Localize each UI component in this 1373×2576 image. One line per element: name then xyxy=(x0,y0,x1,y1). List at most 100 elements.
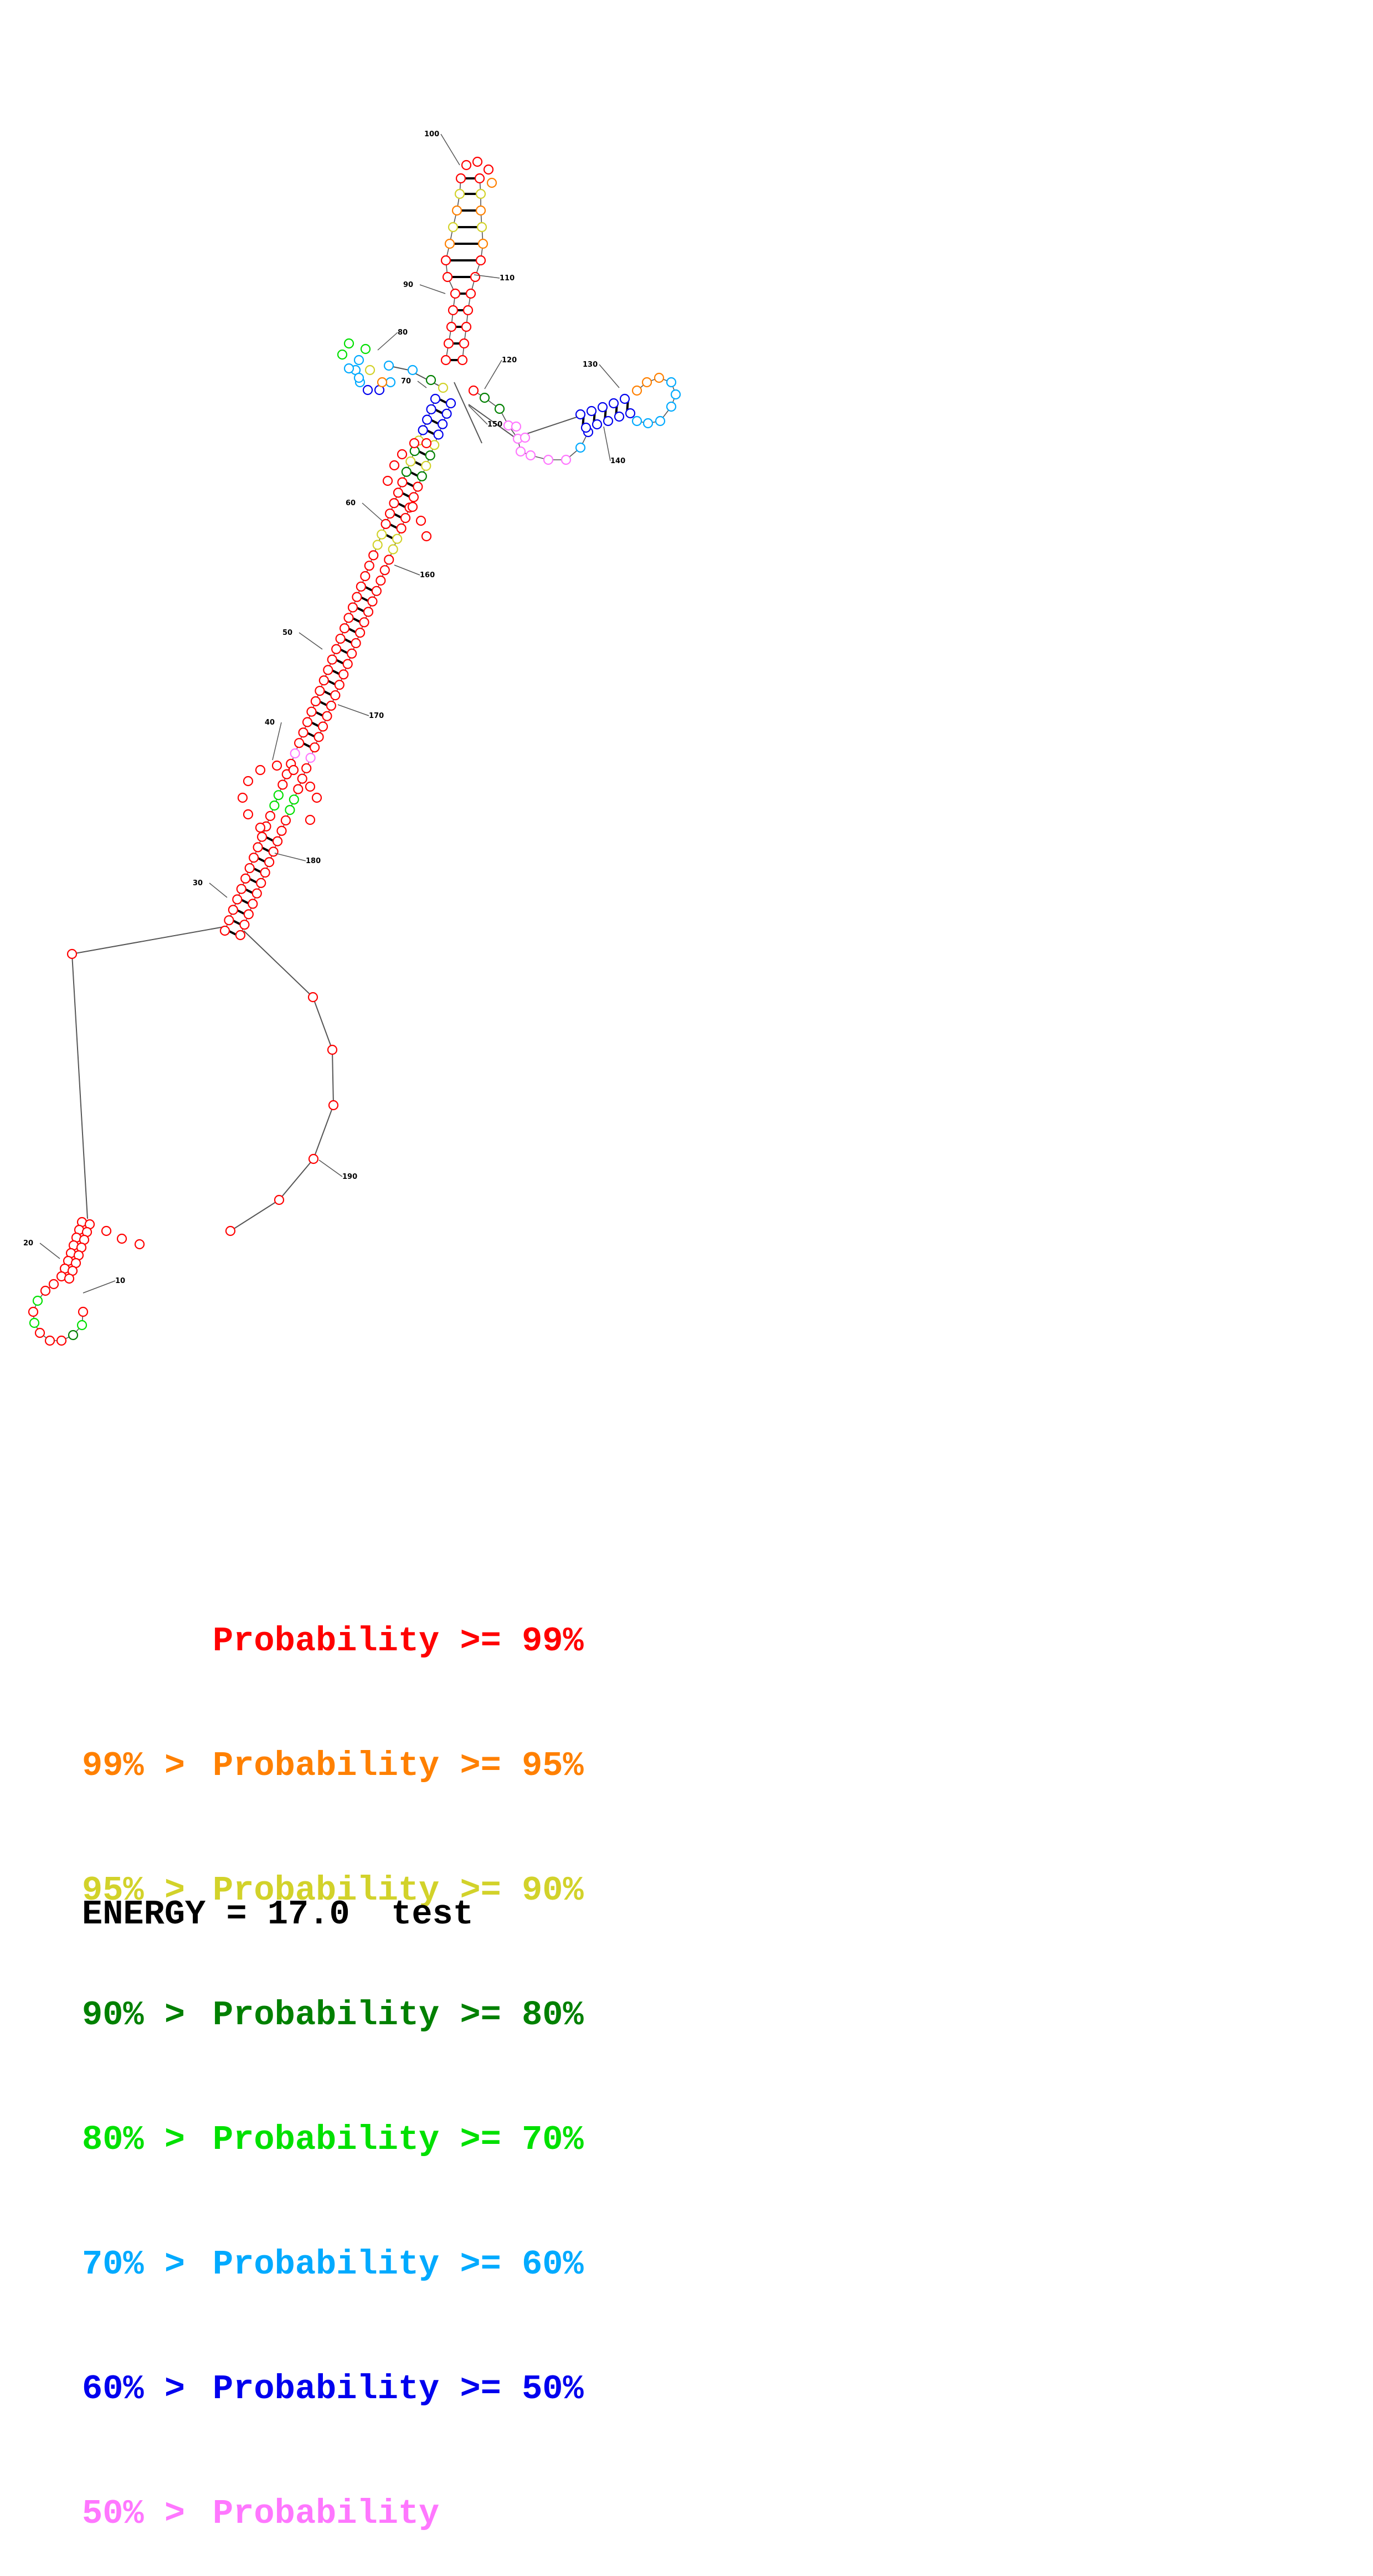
nucleotide-node xyxy=(377,529,387,540)
nucleotide-node xyxy=(64,1273,75,1284)
nucleotide-node xyxy=(619,393,630,404)
nucleotide-node xyxy=(322,711,332,721)
position-label: 80 xyxy=(398,329,408,337)
nucleotide-node xyxy=(426,404,436,414)
nucleotide-node xyxy=(276,825,287,836)
nucleotide-node xyxy=(475,205,486,216)
position-labels: 10 20 30 40 50 60 70 80 90 100 110 120 130 140 150 160 1… xyxy=(23,130,625,1294)
nucleotide-node xyxy=(409,438,420,449)
nucleotide-node xyxy=(363,607,374,617)
nucleotide-node xyxy=(421,531,432,542)
nucleotide-node xyxy=(248,899,258,909)
nucleotide-node xyxy=(560,454,572,465)
nucleotide-node xyxy=(383,360,394,371)
legend-row-plow: 50% > Probability xyxy=(82,2493,584,2534)
legend-label: Probability >= 50% xyxy=(213,2369,584,2409)
nucleotide-node xyxy=(376,575,386,586)
nucleotide-node xyxy=(367,596,378,607)
position-label: 120 xyxy=(502,356,517,365)
nucleotide-node xyxy=(515,446,526,457)
position-leader-line xyxy=(362,502,383,521)
nucleotide-node xyxy=(457,355,468,366)
position-leader-line xyxy=(468,405,488,425)
position-label: 30 xyxy=(193,879,203,887)
nucleotide-node xyxy=(235,930,246,941)
nucleotide-node xyxy=(444,238,455,249)
legend-prefix: 99% > xyxy=(82,1746,206,1785)
nucleotide-node xyxy=(441,408,452,419)
nucleotide-node xyxy=(78,1306,89,1317)
nucleotide-node xyxy=(219,925,230,936)
nucleotide-node xyxy=(397,477,408,488)
nucleotide-node xyxy=(382,475,393,486)
nucleotide-node xyxy=(459,338,470,349)
position-label: 70 xyxy=(401,377,411,386)
nucleotide-node xyxy=(631,415,642,427)
nucleotide-node xyxy=(271,760,282,771)
position-label: 150 xyxy=(487,420,502,429)
nucleotide-node xyxy=(318,675,329,686)
nucleotide-node xyxy=(337,349,348,360)
nucleotide-node xyxy=(29,1317,40,1328)
legend-row-p50: 60% > Probability >= 50% xyxy=(82,2368,584,2410)
nucleotide-node xyxy=(364,561,374,571)
position-leader-line xyxy=(419,284,446,294)
nucleotide-node xyxy=(285,805,295,815)
legend-row-p90: 95% > Probability >= 90% xyxy=(82,1870,584,1911)
position-label: 110 xyxy=(500,274,515,283)
legend-prefix: 50% > xyxy=(82,2494,206,2533)
nucleotide-node xyxy=(237,792,248,803)
nucleotide-node xyxy=(525,450,536,461)
nucleotide-node xyxy=(408,492,419,502)
legend-row-p60: 70% > Probability >= 60% xyxy=(82,2244,584,2285)
nucleotide-node xyxy=(389,498,399,509)
nucleotide-node xyxy=(330,690,341,701)
nucleotide-node xyxy=(338,669,349,680)
nucleotide-node xyxy=(392,533,403,544)
nucleotide-node xyxy=(327,1044,338,1055)
position-label: 50 xyxy=(282,629,292,637)
structure-name: test xyxy=(391,1895,474,1934)
nucleotide-node xyxy=(239,920,250,930)
nucleotide-node xyxy=(343,613,354,623)
nucleotide-node xyxy=(377,377,388,388)
nucleotide-node xyxy=(575,442,586,453)
nucleotide-node xyxy=(308,1153,319,1164)
position-leader-line xyxy=(337,704,369,716)
nucleotide-node xyxy=(225,1225,236,1236)
legend-label: Probability >= 80% xyxy=(213,1995,584,2035)
nucleotide-node xyxy=(359,617,369,628)
nucleotide-node xyxy=(586,406,597,417)
position-leader-line xyxy=(603,426,611,461)
nucleotide-node xyxy=(396,523,407,533)
nucleotide-node xyxy=(240,873,251,884)
nucleotide-node xyxy=(343,363,354,374)
legend-prefix: 90% > xyxy=(82,1995,206,2035)
position-label: 10 xyxy=(115,1277,125,1285)
nucleotide-node xyxy=(641,377,652,388)
nucleotide-node xyxy=(407,365,418,376)
position-leader-line xyxy=(83,1280,116,1294)
nucleotide-node xyxy=(465,288,476,299)
nucleotide-node xyxy=(511,421,522,432)
position-label: 60 xyxy=(346,499,356,507)
nucleotide-node xyxy=(666,401,677,412)
legend-prefix: 60% > xyxy=(82,2369,206,2409)
nucleotide-node xyxy=(305,752,316,763)
nucleotide-node xyxy=(260,867,270,878)
legend-label: Probability xyxy=(213,2494,440,2533)
position-leader-line xyxy=(299,632,323,650)
nucleotide-node xyxy=(440,255,451,266)
nucleotide-node xyxy=(243,776,254,787)
nucleotide-node xyxy=(371,586,382,596)
nucleotide-node xyxy=(34,1327,45,1338)
nucleotide-node xyxy=(451,205,462,216)
nucleotide-node xyxy=(307,992,318,1003)
legend-row-p99: Probability >= 99% xyxy=(82,1620,584,1662)
nucleotide-node xyxy=(44,1335,55,1346)
nucleotide-node xyxy=(256,878,266,888)
nucleotide-node xyxy=(264,857,275,868)
nucleotide-node xyxy=(468,385,479,396)
nucleotide-node xyxy=(543,454,554,465)
position-leader-line xyxy=(417,381,427,388)
